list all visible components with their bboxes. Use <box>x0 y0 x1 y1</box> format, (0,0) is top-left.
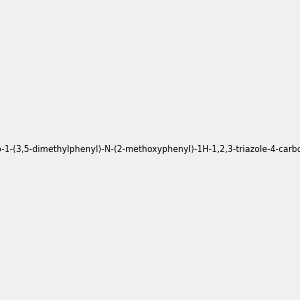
Text: 5-amino-1-(3,5-dimethylphenyl)-N-(2-methoxyphenyl)-1H-1,2,3-triazole-4-carboxami: 5-amino-1-(3,5-dimethylphenyl)-N-(2-meth… <box>0 146 300 154</box>
